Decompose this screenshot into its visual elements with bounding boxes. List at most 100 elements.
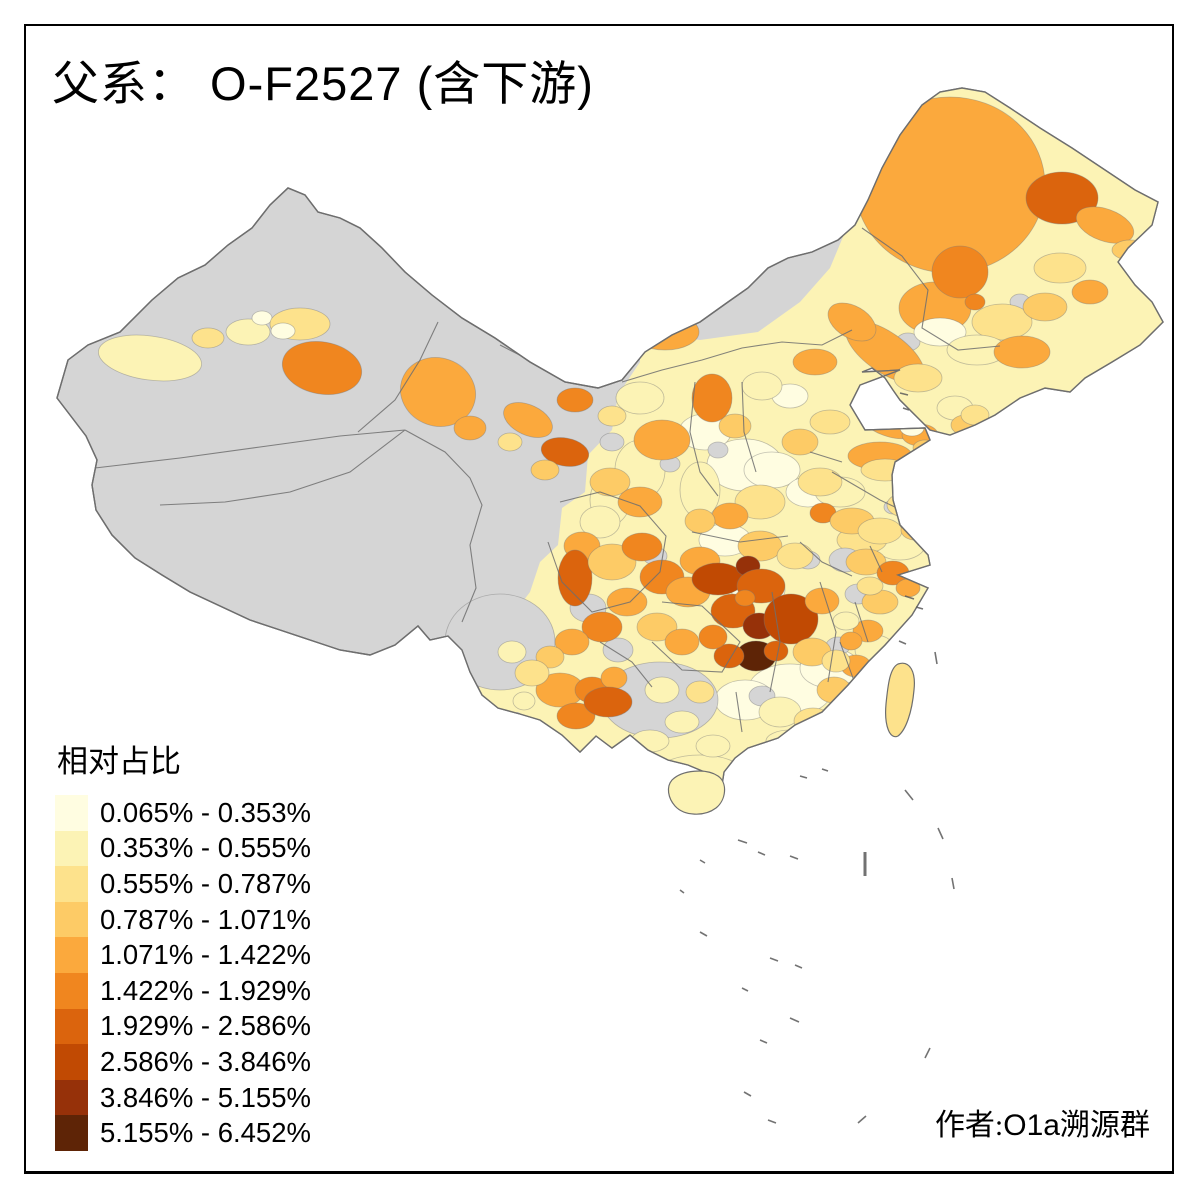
prefecture-region — [557, 549, 593, 607]
prefecture-region — [597, 405, 627, 427]
prefecture-region — [270, 322, 296, 340]
prefecture-region — [1022, 292, 1068, 322]
prefecture-region — [530, 459, 560, 481]
sea-islands-and-dashes — [679, 392, 955, 1124]
prefecture-region — [540, 437, 590, 467]
prefecture-region — [602, 637, 634, 663]
legend-row: 2.586% - 3.846% — [55, 1044, 311, 1080]
legend-row: 1.422% - 1.929% — [55, 972, 311, 1009]
prefecture-region — [556, 702, 596, 730]
prefecture-region — [664, 710, 700, 734]
prefecture-region — [400, 357, 476, 427]
prefecture-region — [1111, 239, 1149, 261]
prefecture-region — [514, 659, 550, 687]
prefecture-region — [839, 631, 863, 651]
prefecture-region — [579, 505, 621, 539]
legend-row: 1.929% - 2.586% — [55, 1008, 311, 1045]
legend-label: 0.353% - 0.555% — [100, 832, 311, 864]
prefecture-region — [644, 676, 680, 704]
prefecture-region — [1075, 206, 1135, 244]
legend-row: 0.787% - 1.071% — [55, 901, 311, 938]
prefecture-region — [453, 415, 487, 441]
legend-label: 0.065% - 0.353% — [100, 796, 311, 828]
prefecture-region — [832, 611, 860, 631]
text-part: ) — [577, 57, 594, 110]
text-part: 父系： — [52, 59, 196, 111]
legend-label: 5.155% - 6.452% — [100, 1117, 311, 1149]
legend-label: 1.422% - 1.929% — [100, 974, 311, 1006]
mainland-outline — [56, 87, 1164, 799]
prefecture-region — [821, 649, 851, 673]
prefecture-region — [1071, 279, 1109, 305]
prefecture-region — [281, 341, 363, 395]
legend-swatch — [55, 1008, 88, 1045]
prefecture-region — [600, 666, 628, 690]
prefecture-region — [964, 293, 986, 311]
prefecture-region — [685, 680, 715, 704]
prefecture-region — [793, 707, 833, 735]
prefecture-region — [854, 96, 1046, 274]
prefecture-region — [621, 532, 663, 562]
prefecture-region — [711, 502, 749, 530]
prefecture-region — [713, 643, 745, 669]
legend-swatch — [55, 830, 88, 867]
legend-row: 0.353% - 0.555% — [55, 830, 311, 867]
prefecture-region — [664, 628, 700, 656]
prefecture-region — [615, 381, 665, 415]
prefecture-region — [765, 729, 815, 753]
legend-swatch — [55, 1079, 88, 1116]
prefecture-region — [792, 348, 838, 376]
prefecture-region — [734, 589, 756, 607]
prefecture-region — [776, 542, 814, 570]
prefecture-region — [554, 628, 590, 656]
prefecture-region — [809, 409, 851, 435]
legend-row: 5.155% - 6.452% — [55, 1115, 311, 1151]
prefecture-region — [191, 327, 225, 349]
text-part: O-F2527 — [196, 57, 417, 110]
page-title: 父系： O-F2527 (含下游) — [52, 58, 594, 112]
prefecture-region — [633, 419, 691, 461]
prefecture-region — [741, 371, 783, 401]
prefecture-region — [225, 318, 271, 346]
legend-label: 0.555% - 0.787% — [100, 867, 311, 899]
legend-swatch — [55, 937, 88, 973]
prefecture-region — [931, 245, 989, 299]
legend-swatch — [55, 1115, 88, 1151]
prefecture-region — [741, 746, 777, 766]
prefecture-region — [960, 404, 990, 426]
legend-swatch — [55, 866, 88, 902]
prefecture-region — [781, 428, 819, 456]
prefecture-region — [617, 486, 663, 518]
text-part: O1a — [1003, 1109, 1060, 1142]
prefecture-region — [804, 587, 840, 615]
prefecture-region — [497, 640, 527, 664]
prefecture-region — [503, 402, 553, 438]
map-legend: 相对占比 0.065% - 0.353% 0.353% - 0.555% 0.555… — [55, 736, 311, 1151]
legend-swatch — [55, 901, 88, 938]
legend-row: 1.071% - 1.422% — [55, 937, 311, 973]
text-part: 含下游 — [433, 59, 578, 111]
legend-swatch — [55, 1044, 88, 1080]
prefecture-region — [695, 734, 731, 758]
legend-rows: 0.065% - 0.353% 0.353% - 0.555% 0.555% - 0… — [55, 795, 311, 1151]
prefecture-region — [718, 413, 752, 439]
text-part: 作者: — [934, 1109, 1004, 1142]
prefecture-region — [856, 576, 884, 596]
prefecture-region — [698, 624, 728, 650]
prefecture-region — [535, 645, 565, 669]
prefecture-region — [251, 310, 273, 326]
prefecture-region — [707, 441, 729, 459]
prefecture-region — [993, 335, 1051, 369]
prefecture-region — [763, 640, 789, 662]
prefecture-region — [971, 303, 1033, 341]
legend-row: 3.846% - 5.155% — [55, 1079, 311, 1116]
prefecture-region — [797, 467, 843, 497]
legend-label: 3.846% - 5.155% — [100, 1081, 311, 1113]
prefecture-region — [763, 593, 819, 645]
legend-row: 0.555% - 0.787% — [55, 866, 311, 902]
legend-label: 1.071% - 1.422% — [100, 939, 311, 971]
prefecture-region — [857, 517, 903, 545]
attribution: 作者:O1a溯源群 — [935, 1100, 1150, 1144]
prefecture-region — [98, 334, 202, 382]
